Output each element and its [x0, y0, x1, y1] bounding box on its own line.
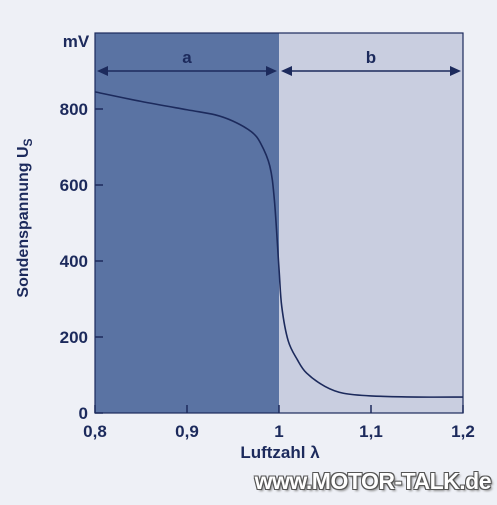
y-tick-label-400: 400 [60, 252, 88, 271]
y-axis-ticks: 0 200 400 600 800 [60, 100, 103, 423]
watermark-logo: www.MOTOR-TALK.de [254, 468, 492, 494]
region-b-arrow-left-head [281, 66, 292, 76]
region-a-arrow-left-head [97, 66, 108, 76]
x-tick-label-1.1: 1,1 [359, 422, 383, 441]
y-tick-label-800: 800 [60, 100, 88, 119]
curve-layer [94, 91, 464, 398]
y-tick-label-200: 200 [60, 328, 88, 347]
y-axis-label-main: Sondenspannung U [15, 146, 32, 297]
region-b-label: b [366, 48, 376, 67]
regions-layer [95, 33, 463, 413]
series-line-0 [94, 91, 464, 398]
x-axis-label: Luftzahl λ [240, 443, 320, 462]
x-tick-label-0.9: 0,9 [175, 422, 199, 441]
y-axis-label-subscript: S [21, 138, 35, 146]
y-tick-label-0: 0 [79, 404, 88, 423]
region-a-arrow-right-head [266, 66, 277, 76]
y-axis-unit-label: mV [63, 32, 90, 51]
y-tick-label-600: 600 [60, 176, 88, 195]
region-b-area [279, 33, 463, 413]
region-a-label: a [182, 48, 192, 67]
x-tick-label-1: 1 [274, 422, 283, 441]
x-tick-label-0.8: 0,8 [83, 422, 107, 441]
x-axis-ticks: 0,8 0,9 1 1,1 1,2 [83, 405, 475, 441]
region-a-area [95, 33, 279, 413]
x-tick-label-1.2: 1,2 [451, 422, 475, 441]
y-axis-label: Sondenspannung US [15, 138, 35, 297]
region-b-arrow-right-head [450, 66, 461, 76]
